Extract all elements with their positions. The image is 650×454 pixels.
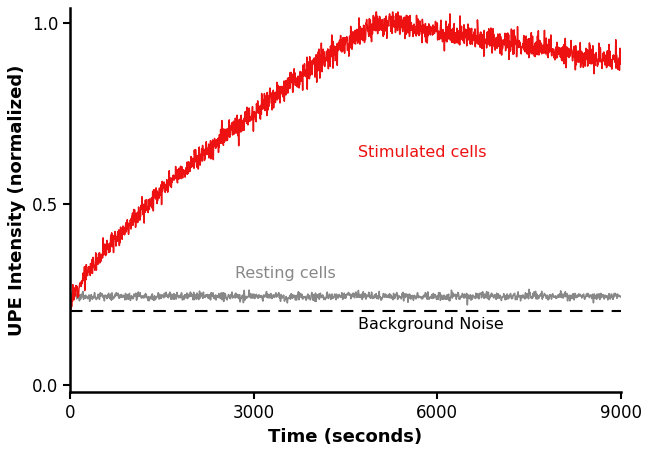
Y-axis label: UPE Intensity (normalized): UPE Intensity (normalized) [8, 64, 27, 336]
Text: Background Noise: Background Noise [358, 317, 503, 332]
Text: Resting cells: Resting cells [235, 266, 336, 281]
Text: Stimulated cells: Stimulated cells [358, 145, 486, 160]
X-axis label: Time (seconds): Time (seconds) [268, 428, 422, 446]
